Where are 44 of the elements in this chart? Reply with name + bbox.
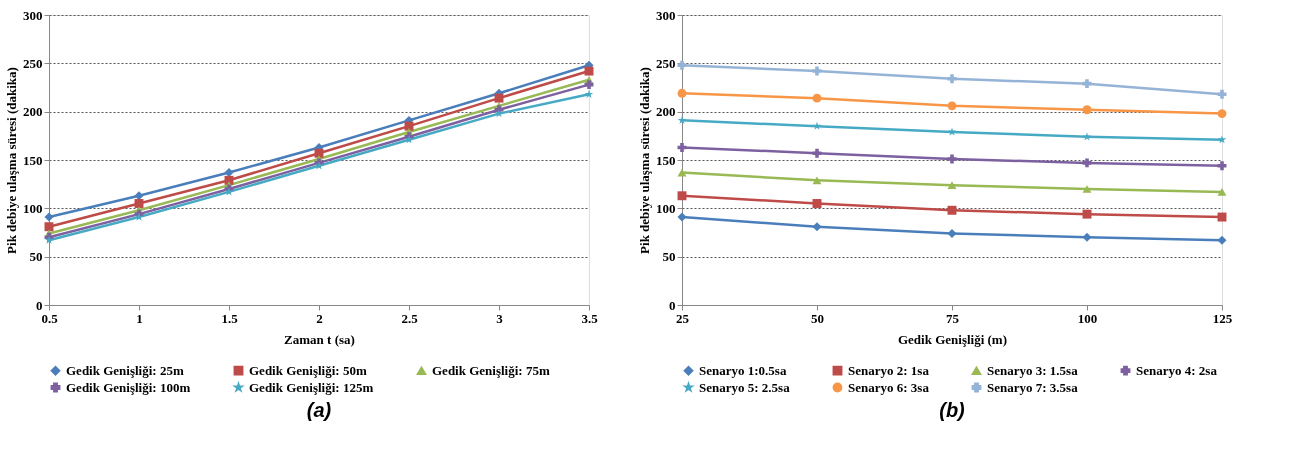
legend-label: Senaryo 7: 3.5sa (987, 379, 1079, 395)
y-tick-label: 300 (23, 7, 43, 23)
x-tick-label: 100 (1077, 310, 1098, 326)
x-tick-label: 25 (676, 310, 690, 326)
legend-label: Gedik Genişliği: 100m (66, 379, 191, 395)
y-axis-title: Pik debiye ulaşma süresi (dakika) (637, 67, 652, 254)
x-tick-label: 3 (496, 310, 504, 326)
x-tick-label: 3.5 (581, 310, 599, 326)
text: (a) (306, 399, 332, 421)
x-tick-label: 2 (316, 310, 323, 326)
y-tick-label: 200 (23, 104, 43, 120)
legend-label: Gedik Genişliği: 75m (432, 362, 550, 378)
x-axis-title: Zaman t (sa) (284, 331, 355, 347)
legend-label: Senaryo 1:0.5sa (699, 362, 787, 378)
y-tick-label: 150 (656, 152, 676, 168)
x-tick-label: 75 (946, 310, 960, 326)
y-tick-label: 250 (656, 55, 676, 71)
text: (b) (939, 399, 966, 421)
legend-label: Senaryo 3: 1.5sa (987, 362, 1079, 378)
legend-label: Senaryo 2: 1sa (848, 362, 930, 378)
y-tick-label: 200 (656, 104, 676, 120)
y-tick-label: 100 (656, 200, 676, 216)
x-tick-label: 125 (1212, 310, 1233, 326)
y-tick-label: 0 (36, 297, 43, 313)
y-tick-label: 50 (662, 249, 676, 265)
y-tick-label: 150 (23, 152, 43, 168)
legend-label: Senaryo 6: 3sa (848, 379, 930, 395)
y-tick-label: 300 (656, 7, 676, 23)
legend-label: Gedik Genişliği: 25m (66, 362, 184, 378)
y-tick-label: 250 (23, 55, 43, 71)
x-tick-label: 1 (136, 310, 143, 326)
legend-label: Senaryo 5: 2.5sa (699, 379, 791, 395)
y-tick-label: 100 (23, 200, 43, 216)
x-tick-label: 1.5 (221, 310, 239, 326)
legend-label: Gedik Genişliği: 125m (249, 379, 374, 395)
legend-label: Senaryo 4: 2sa (1136, 362, 1218, 378)
y-axis-title: Pik debiye ulaşma süresi (dakika) (4, 67, 19, 254)
legend-label: Gedik Genişliği: 50m (249, 362, 367, 378)
x-axis-title: Gedik Genişliği (m) (897, 331, 1008, 347)
y-tick-label: 0 (669, 297, 676, 313)
y-tick-label: 50 (29, 249, 43, 265)
x-tick-label: 50 (811, 310, 824, 326)
x-tick-label: 2.5 (401, 310, 419, 326)
x-tick-label: 0.5 (41, 310, 59, 326)
